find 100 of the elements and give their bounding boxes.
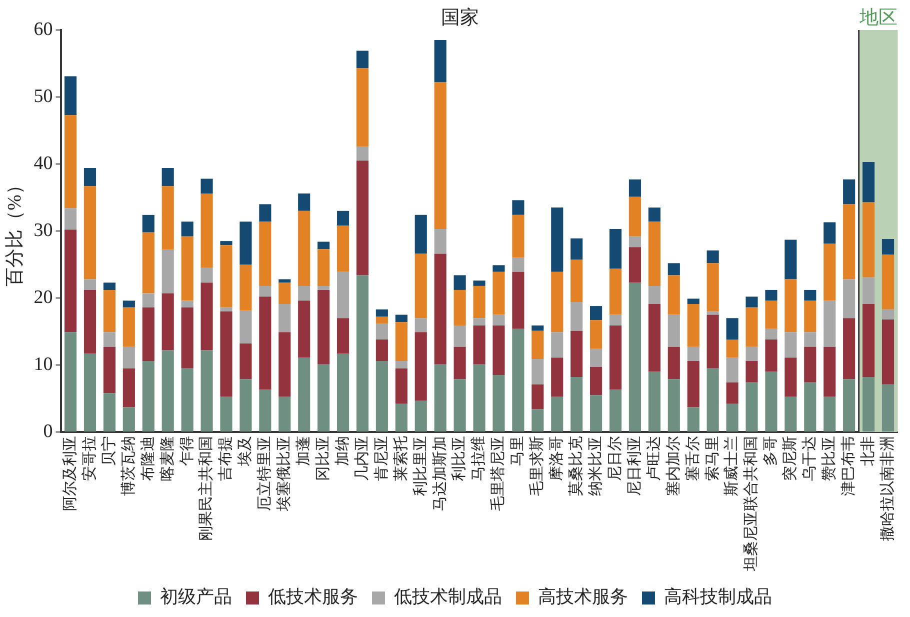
y-tick-label: 40 [34,152,53,174]
bar [84,354,96,432]
bar [882,254,894,310]
bar [318,286,330,290]
bar [648,286,660,304]
x-tick-label: 几内亚 [353,436,370,481]
bar [414,332,427,401]
bar [298,358,310,432]
bar [356,68,369,147]
bar [590,367,602,396]
bar [551,332,564,358]
bar [376,360,388,432]
bar [804,300,816,332]
bar [318,242,330,250]
bar [200,268,213,283]
bar [434,228,446,254]
bar [609,268,622,315]
x-tick-label: 贝宁 [100,436,118,466]
bar [395,404,408,432]
bar [434,254,446,364]
bar [784,279,797,332]
bar [784,358,797,396]
bar [298,210,310,286]
x-tick-label: 阿尔及利亚 [61,436,78,511]
bar [240,344,252,380]
bar [512,258,524,272]
x-tick-label: 利比里亚 [412,436,429,496]
x-tick-label: 安哥拉 [80,436,98,481]
bar [122,368,135,408]
x-tick-label: 喀麦隆 [158,436,176,481]
bar [142,360,154,432]
bar [628,247,642,283]
bar [473,286,486,318]
bar [784,396,797,432]
bar [103,332,116,347]
bar [454,379,466,432]
bar [376,316,388,324]
bar [551,208,564,272]
x-tick-label: 莫桑比克 [568,436,585,496]
x-tick-label: 布隆迪 [139,436,156,481]
legend-label: 高技术服务 [538,586,628,607]
bar [259,390,272,432]
legend-label: 高科技制成品 [664,586,772,607]
bar [64,230,77,332]
bar [142,293,154,308]
x-tick-label: 吉布提 [217,436,234,481]
bar [473,325,486,364]
bar [454,346,466,380]
bar [395,360,408,368]
bar [551,272,564,332]
bar [765,290,778,301]
x-tick-label: 撒哈拉以南非洲 [878,436,896,541]
bar [318,249,330,286]
bar [551,358,564,396]
bar [843,179,856,204]
bar [142,214,154,232]
bar [122,307,135,347]
bar [298,286,310,301]
bar [746,307,758,347]
bar [590,306,602,320]
bar [181,236,194,301]
bar [824,244,836,301]
x-tick-label: 多哥 [762,436,780,466]
bar [336,210,350,226]
bar [532,325,544,331]
x-tick-label: 加纳 [334,436,351,466]
legend-label: 低技术制成品 [394,586,502,607]
x-tick-label: 刚果民主共和国 [198,436,215,541]
bar [84,279,96,290]
bar [570,302,583,331]
bar [609,228,622,269]
band-label: 地区 [858,7,898,28]
bar [570,260,583,302]
bar [706,368,719,432]
bar [882,309,894,320]
x-tick-label: 尼日尔 [606,436,624,481]
bar [240,310,252,344]
y-tick-label: 20 [34,286,53,308]
bar [726,340,738,358]
x-tick-label: 坦桑尼亚联合共和国 [742,436,760,572]
bar [142,232,154,294]
bar [824,346,836,396]
bar [454,325,466,347]
x-tick-label: 斯威士兰 [723,436,740,496]
bar [804,332,816,347]
bar [162,250,174,294]
bar [862,304,875,378]
bar [84,168,96,186]
bar [414,254,427,318]
bar [376,340,388,361]
bar [181,307,194,368]
legend-label: 低技术服务 [268,586,358,607]
bar [103,282,116,290]
bar [278,396,291,432]
bar [668,379,680,432]
bar [824,222,836,244]
x-tick-label: 埃及 [236,436,254,467]
x-tick-label: 津巴布韦 [840,436,858,496]
bar [862,202,875,278]
bar [765,300,778,329]
